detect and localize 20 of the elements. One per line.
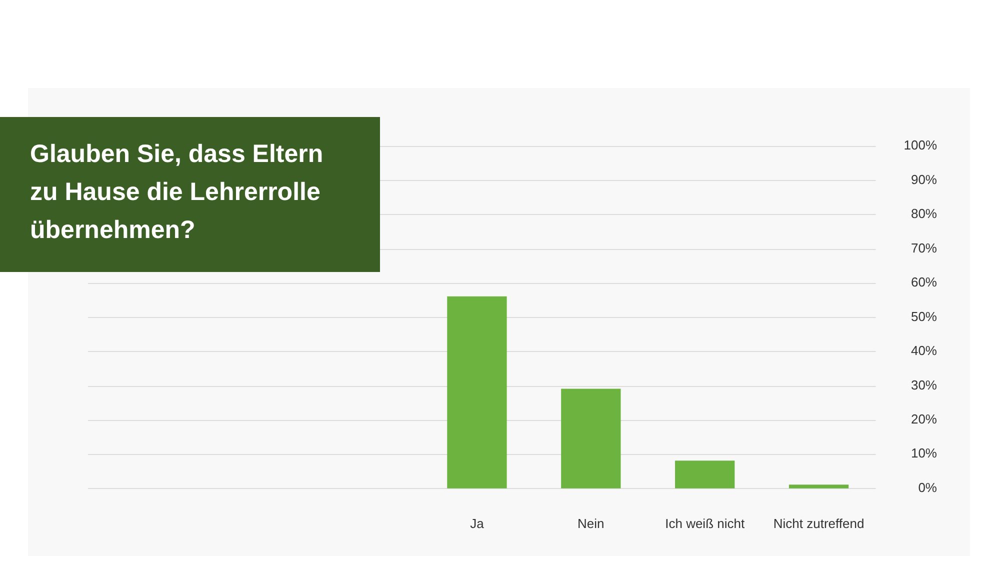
y-tick-label: 100% — [904, 138, 938, 153]
y-tick-label: 40% — [910, 343, 938, 358]
text: Glauben Sie, dass Eltern zu Hause die Lehrerrolle übernehmen? — [30, 139, 324, 246]
bar — [447, 296, 507, 488]
bar — [788, 484, 849, 488]
x-tick-label: Ich weiß nicht — [665, 516, 745, 531]
y-tick-label: 50% — [910, 308, 938, 324]
y-tick-label: 80% — [910, 206, 938, 222]
y-tick-label: 30% — [910, 377, 938, 392]
y-tick-label: 60% — [910, 274, 938, 290]
bar — [675, 460, 735, 488]
x-tick-label: Ja — [470, 516, 485, 531]
y-tick-label: 20% — [910, 412, 938, 426]
y-tick-label: 10% — [910, 446, 938, 461]
x-tick-label: Nicht zutreffend — [773, 516, 864, 531]
bar — [561, 388, 621, 488]
x-tick-label: Nein — [578, 516, 604, 531]
y-tick-label: 90% — [910, 172, 938, 187]
y-tick-label: 0% — [918, 480, 938, 495]
y-tick-label: 70% — [910, 240, 938, 256]
